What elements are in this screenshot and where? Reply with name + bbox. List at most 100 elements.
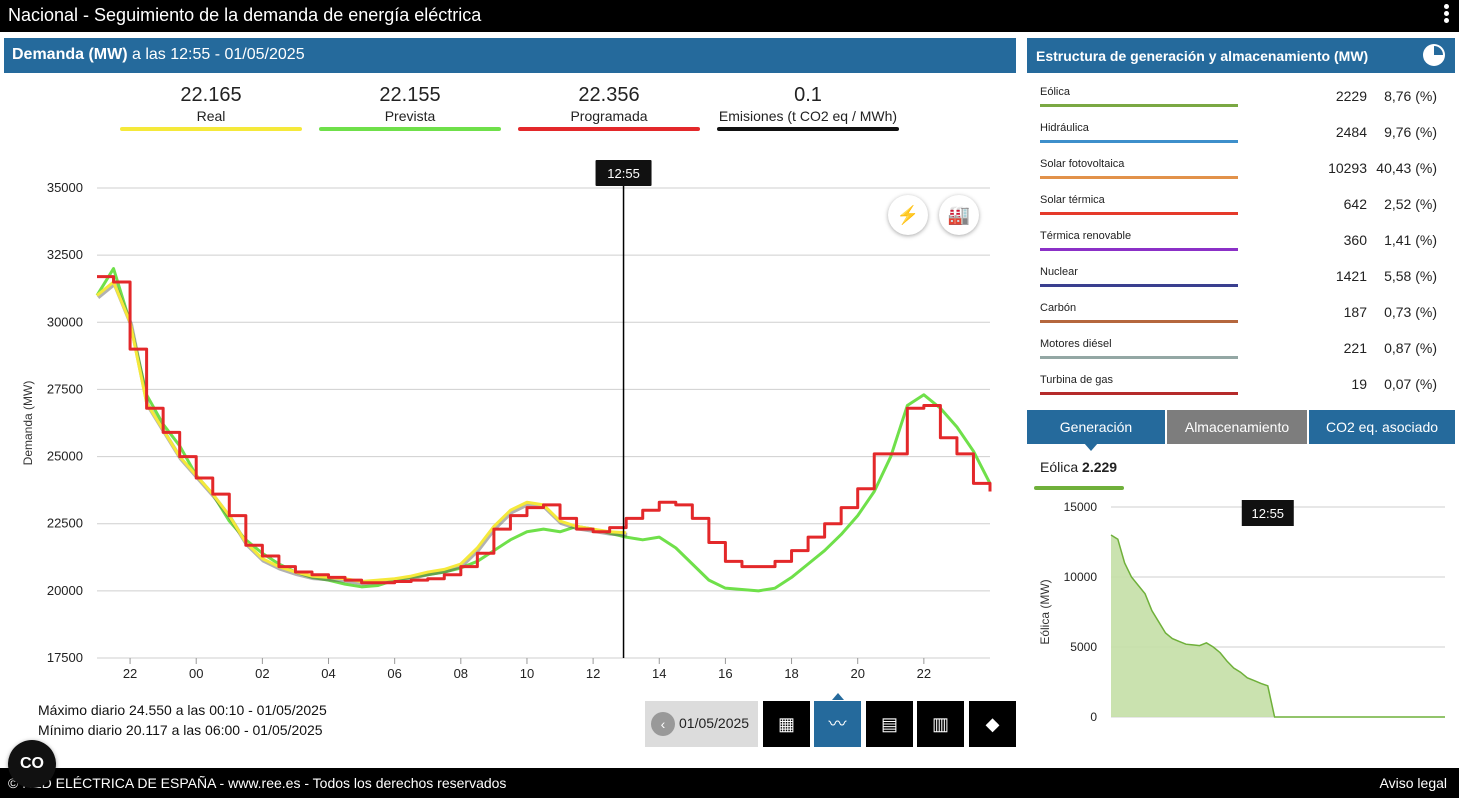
generation-source-value: 19 — [1351, 376, 1367, 392]
x-tick-label: 22 — [123, 666, 137, 681]
generation-source-color-bar — [1040, 392, 1238, 395]
factory-icon[interactable]: 🏭 — [939, 195, 979, 235]
y-tick-label: 30000 — [47, 314, 83, 329]
wind-chart[interactable]: 15000 10000 5000 0 Eólica (MW) 12:55 — [1027, 495, 1455, 725]
generation-source-percent: 5,58 (%) — [1384, 268, 1437, 284]
generation-source-name: Motores diésel — [1040, 338, 1112, 350]
wind-turbine-icon[interactable]: ⚡ — [888, 195, 928, 235]
y-tick-label: 32500 — [47, 247, 83, 262]
selected-source-underline — [1034, 486, 1124, 490]
demand-title: Demanda (MW) a las 12:55 - 01/05/2025 — [12, 46, 305, 64]
map-view-button[interactable]: ◆ — [969, 701, 1016, 747]
calendar-button[interactable]: ▦ — [763, 701, 810, 747]
generation-row[interactable]: Turbina de gas 19 0,07 (%) — [1040, 374, 1445, 410]
generation-row[interactable]: Carbón 187 0,73 (%) — [1040, 302, 1445, 338]
line-chart-view-button[interactable]: 〰 — [814, 701, 861, 747]
demand-chart[interactable]: 35000 32500 30000 27500 25000 22500 20000 17500… — [0, 140, 1020, 685]
tab-generacion[interactable]: Generación — [1027, 410, 1165, 444]
kpi-label: Prevista — [384, 108, 436, 124]
x-tick-label: 12 — [586, 666, 600, 681]
generation-source-value: 187 — [1343, 304, 1367, 320]
x-tick-label: 00 — [189, 666, 203, 681]
x-tick-label: 16 — [718, 666, 732, 681]
y-tick-label: 20000 — [47, 583, 83, 598]
copyright-text: © RED ELÉCTRICA DE ESPAÑA - www.ree.es -… — [8, 775, 507, 791]
tab-co2[interactable]: CO2 eq. asociado — [1309, 410, 1455, 444]
generation-source-name: Hidráulica — [1040, 122, 1089, 134]
generation-row[interactable]: Motores diésel 221 0,87 (%) — [1040, 338, 1445, 374]
x-tick-label: 14 — [652, 666, 666, 681]
kpi-value: 22.356 — [578, 84, 640, 106]
generation-source-name: Nuclear — [1040, 266, 1078, 278]
kpi-value: 22.155 — [379, 84, 441, 106]
generation-row[interactable]: Solar térmica 642 2,52 (%) — [1040, 194, 1445, 230]
legal-link[interactable]: Aviso legal — [1379, 775, 1447, 791]
kpi-prevista: 22.155 Prevista — [319, 84, 501, 131]
cursor-label: 12:55 — [607, 166, 640, 181]
generation-source-percent: 0,07 (%) — [1384, 376, 1437, 392]
generation-source-color-bar — [1040, 320, 1238, 323]
line-chart-icon: 〰 — [828, 714, 847, 734]
generation-source-value: 10293 — [1328, 160, 1367, 176]
generation-source-percent: 9,76 (%) — [1384, 124, 1437, 140]
wind-area — [1111, 535, 1445, 717]
spain-map-icon: ◆ — [985, 714, 1000, 734]
generation-source-value: 1421 — [1335, 268, 1367, 284]
demand-title-time: a las 12:55 - 01/05/2025 — [127, 46, 305, 63]
generation-source-value: 221 — [1343, 340, 1367, 356]
generation-source-value: 642 — [1343, 196, 1367, 212]
date-selector[interactable]: ‹ 01/05/2025 — [645, 701, 758, 747]
cursor-label: 12:55 — [1252, 506, 1285, 521]
generation-source-percent: 0,87 (%) — [1384, 340, 1437, 356]
pie-chart-icon[interactable] — [1423, 44, 1445, 66]
selected-source: Eólica 2.229 — [1040, 459, 1117, 475]
generation-source-color-bar — [1040, 284, 1238, 287]
more-options-icon[interactable] — [1441, 2, 1451, 28]
daily-min: Mínimo diario 20.117 a las 06:00 - 01/05… — [38, 722, 323, 738]
series-line-programada — [97, 275, 992, 585]
daily-max: Máximo diario 24.550 a las 00:10 - 01/05… — [38, 702, 327, 718]
wind-line — [1110, 534, 1445, 718]
generation-row[interactable]: Térmica renovable 360 1,41 (%) — [1040, 230, 1445, 266]
kpi-real: 22.165 Real — [120, 84, 302, 131]
cookie-settings-button[interactable]: CO — [8, 740, 56, 788]
generation-source-name: Eólica — [1040, 86, 1070, 98]
y-tick-label: 17500 — [47, 650, 83, 665]
generation-row[interactable]: Solar fotovoltaica 10293 40,43 (%) — [1040, 158, 1445, 194]
generation-row[interactable]: Eólica 2229 8,76 (%) — [1040, 86, 1445, 122]
generation-source-percent: 1,41 (%) — [1384, 232, 1437, 248]
generation-source-percent: 0,73 (%) — [1384, 304, 1437, 320]
generation-row[interactable]: Nuclear 1421 5,58 (%) — [1040, 266, 1445, 302]
table-view-button[interactable]: ▤ — [866, 701, 913, 747]
kpi-value: 0.1 — [794, 84, 822, 106]
x-tick-label: 04 — [321, 666, 335, 681]
area-chart-view-button[interactable]: ▥ — [917, 701, 964, 747]
tab-almacenamiento[interactable]: Almacenamiento — [1167, 410, 1307, 444]
generation-source-percent: 40,43 (%) — [1376, 160, 1437, 176]
generation-source-percent: 8,76 (%) — [1384, 88, 1437, 104]
generation-source-color-bar — [1040, 212, 1238, 215]
generation-source-color-bar — [1040, 248, 1238, 251]
demand-title-bold: Demanda (MW) — [12, 46, 128, 63]
table-icon: ▤ — [880, 714, 898, 734]
y-tick-label: 22500 — [47, 516, 83, 531]
y-tick-label: 35000 — [47, 180, 83, 195]
y-tick-label: 15000 — [1064, 500, 1098, 514]
y-axis-label: Demanda (MW) — [21, 381, 35, 466]
kpi-label: Programada — [570, 108, 648, 124]
generation-source-name: Carbón — [1040, 302, 1077, 314]
chevron-left-icon[interactable]: ‹ — [651, 712, 675, 736]
footer: © RED ELÉCTRICA DE ESPAÑA - www.ree.es -… — [0, 768, 1459, 798]
x-tick-label: 02 — [255, 666, 269, 681]
generation-source-color-bar — [1040, 176, 1238, 179]
active-view-marker — [832, 693, 844, 700]
tab-pointer — [1084, 443, 1098, 451]
generation-source-percent: 2,52 (%) — [1384, 196, 1437, 212]
generation-source-color-bar — [1040, 104, 1238, 107]
x-tick-label: 18 — [784, 666, 798, 681]
x-tick-label: 22 — [917, 666, 931, 681]
kpi-label: Emisiones (t CO2 eq / MWh) — [718, 108, 898, 124]
kpi-underline — [518, 127, 700, 131]
calendar-icon: ▦ — [777, 714, 795, 734]
generation-row[interactable]: Hidráulica 2484 9,76 (%) — [1040, 122, 1445, 158]
